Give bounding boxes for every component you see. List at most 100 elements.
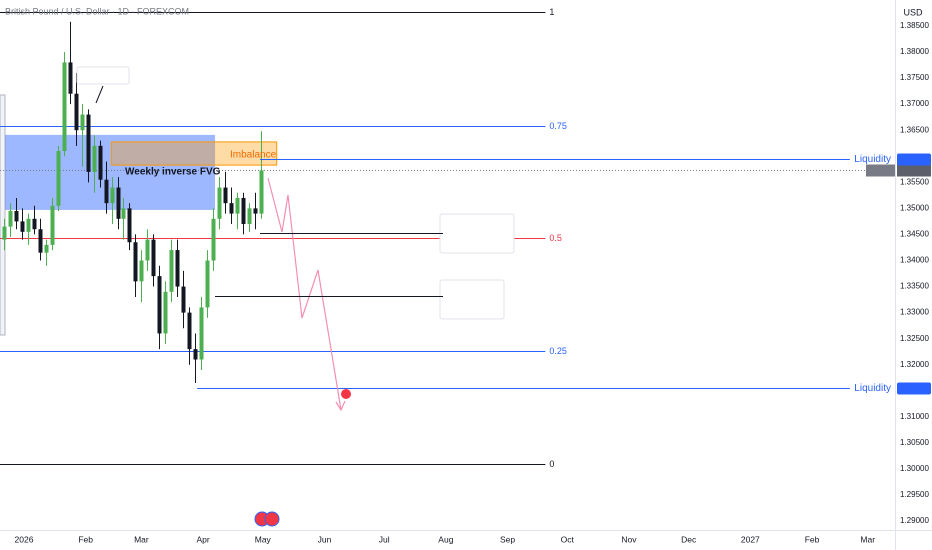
- y-tick-label: 1.35500: [900, 177, 929, 186]
- candle-body: [175, 250, 180, 287]
- y-tick-label: 1.30500: [900, 438, 929, 447]
- x-tick-label: Mar: [134, 534, 149, 544]
- y-tick-label: 1.36500: [900, 125, 929, 134]
- candle-body: [14, 210, 19, 222]
- candle-body: [229, 203, 234, 214]
- candle-body: [205, 260, 210, 308]
- candle-body: [110, 187, 115, 204]
- candle-body: [121, 208, 126, 219]
- y-tick-label: 1.30000: [900, 464, 929, 473]
- candle-body: [163, 291, 168, 334]
- y-tick-label: 1.38000: [900, 47, 929, 56]
- y-tick-label: 1.31000: [900, 412, 929, 421]
- x-tick-label: Sep: [500, 534, 515, 544]
- candle-body: [217, 187, 222, 219]
- candle-body: [259, 170, 264, 214]
- fib-label: 1: [549, 7, 554, 17]
- y-tick-label: 1.29500: [900, 490, 929, 499]
- x-tick-label: Dec: [681, 534, 697, 544]
- x-tick-label: Apr: [196, 534, 209, 544]
- zone-box: [5, 134, 216, 210]
- candle-body: [86, 114, 91, 172]
- projection-path: [267, 177, 342, 411]
- candle-body: [68, 62, 73, 94]
- annotation-box: [76, 66, 130, 85]
- candle-body: [145, 239, 150, 261]
- candle-body: [199, 307, 204, 360]
- candle-body: [193, 349, 198, 360]
- price-tag: [897, 382, 931, 395]
- x-tick-label: 2027: [741, 534, 760, 544]
- chart-title: British Pound / U.S. Dollar · 1D · FOREX…: [5, 6, 189, 16]
- fib-label: 0.75: [549, 121, 567, 131]
- annotation-box: [439, 213, 515, 254]
- candle-body: [127, 208, 132, 243]
- currency-label[interactable]: USD: [903, 7, 923, 17]
- candle-body: [116, 187, 121, 219]
- event-icon: [341, 389, 351, 399]
- price-tag: [897, 153, 931, 166]
- candle-body: [50, 205, 55, 245]
- x-tick-label: Feb: [78, 534, 93, 544]
- event-flag[interactable]: [264, 511, 280, 527]
- x-tick-label: Aug: [438, 534, 453, 544]
- candle-body: [211, 218, 216, 261]
- candle-body: [56, 151, 61, 206]
- current-tag: [897, 164, 931, 177]
- candle-body: [38, 229, 43, 253]
- x-tick-label: Jul: [379, 534, 390, 544]
- candle-body: [187, 312, 192, 350]
- fib-label: 0.25: [549, 346, 567, 356]
- candle-body: [62, 62, 67, 152]
- candle-body: [92, 145, 97, 172]
- candle-body: [74, 93, 79, 131]
- y-tick-label: 1.29000: [900, 516, 929, 525]
- x-tick-label: Jun: [318, 534, 332, 544]
- zone-label: Imbalance: [230, 150, 277, 161]
- projection-arrowhead: [335, 400, 346, 412]
- candle-body: [247, 208, 252, 225]
- y-tick-label: 1.37500: [900, 73, 929, 82]
- candle-body: [181, 286, 186, 313]
- x-tick-label: Mar: [860, 534, 875, 544]
- candle-body: [26, 218, 31, 232]
- fib-label: 0: [549, 459, 554, 469]
- y-tick-label: 1.32500: [900, 334, 929, 343]
- candle-body: [223, 187, 228, 204]
- x-tick-label: Oct: [561, 534, 575, 544]
- candle-body: [157, 276, 162, 334]
- candle-body: [241, 197, 246, 225]
- leader-line: [95, 85, 104, 104]
- x-tick-label: Nov: [621, 534, 637, 544]
- zone-box: [111, 141, 278, 166]
- annotation-box: [439, 279, 505, 320]
- side-panel: [0, 94, 6, 336]
- y-tick-label: 1.33000: [900, 308, 929, 317]
- current-tag-symbol: [866, 164, 896, 177]
- candle-body: [44, 244, 49, 253]
- candle-body: [151, 239, 156, 277]
- x-tick-label: Feb: [805, 534, 820, 544]
- candle-body: [133, 242, 138, 282]
- candle-body: [2, 226, 7, 240]
- candle-body: [98, 145, 103, 180]
- candle-body: [8, 210, 13, 227]
- y-tick-label: 1.37000: [900, 99, 929, 108]
- candle-body: [80, 114, 85, 131]
- fib-label: 0.5: [549, 233, 562, 243]
- y-tick-label: 1.33500: [900, 282, 929, 291]
- candle-body: [32, 218, 37, 230]
- y-tick-label: 1.34500: [900, 230, 929, 239]
- liquidity-label: Liquidity: [854, 154, 891, 165]
- liquidity-label: Liquidity: [854, 383, 891, 394]
- y-tick-label: 1.32000: [900, 360, 929, 369]
- candle-body: [20, 221, 25, 232]
- candle-body: [169, 250, 174, 292]
- candle-body: [139, 260, 144, 282]
- candle-body: [253, 208, 258, 214]
- x-tick-label: May: [255, 534, 272, 544]
- zone-label: Weekly inverse FVG: [125, 167, 221, 178]
- x-tick-label: 2026: [15, 534, 34, 544]
- y-tick-label: 1.35000: [900, 203, 929, 212]
